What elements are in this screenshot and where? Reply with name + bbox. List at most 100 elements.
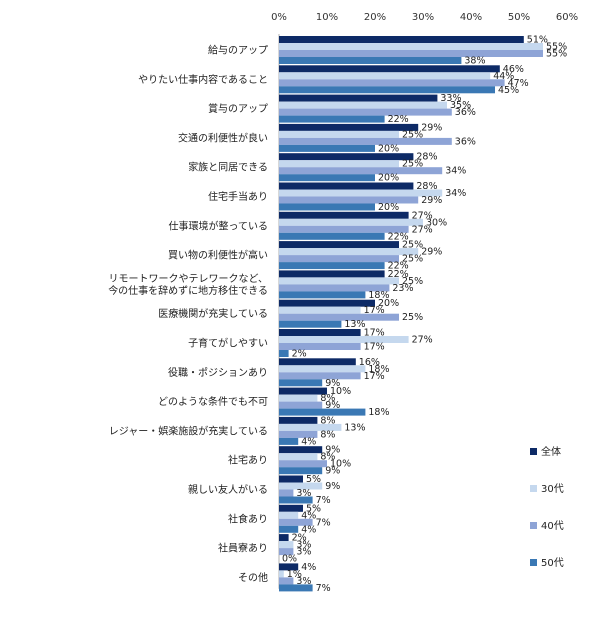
x-tick-label: 20% <box>364 12 386 23</box>
legend-swatch <box>530 485 537 492</box>
data-label: 29% <box>421 195 442 206</box>
data-label: 7% <box>316 495 331 506</box>
bar <box>279 446 323 454</box>
bar <box>279 489 294 497</box>
category-label: 社員寮あり <box>218 542 268 555</box>
data-label: 2% <box>292 533 307 544</box>
legend-swatch <box>530 522 537 529</box>
x-tick-label: 60% <box>556 12 578 23</box>
data-label: 3% <box>296 540 311 551</box>
bar <box>279 277 399 285</box>
bar <box>279 365 366 373</box>
bar <box>279 570 284 578</box>
data-label: 23% <box>392 283 413 294</box>
bar <box>279 541 294 549</box>
bar <box>279 115 385 123</box>
bar <box>279 137 452 145</box>
bar <box>279 467 323 475</box>
bar <box>279 372 361 380</box>
bar <box>279 72 491 80</box>
bar <box>279 232 385 240</box>
data-label: 5% <box>306 503 321 514</box>
data-label: 55% <box>546 42 567 53</box>
data-label: 17% <box>364 371 385 382</box>
category-label: 家族と同居できる <box>188 161 268 174</box>
bar <box>279 182 414 190</box>
bar <box>279 284 390 292</box>
data-label: 36% <box>455 107 476 118</box>
bar <box>279 86 495 94</box>
bar <box>279 518 313 526</box>
data-label: 13% <box>344 422 365 433</box>
data-label: 25% <box>402 254 423 265</box>
data-label: 35% <box>450 100 471 111</box>
data-label: 45% <box>498 85 519 96</box>
bar <box>279 320 342 328</box>
data-label: 3% <box>296 576 311 587</box>
bar <box>279 130 399 138</box>
category-label: 買い物の利便性が高い <box>168 249 268 262</box>
data-labels: 51%55%55%38%46%44%47%45%33%35%36%22%29%2… <box>282 35 567 594</box>
category-label: 今の仕事を辞めずに地方移住できる <box>108 284 268 297</box>
bar <box>279 525 299 533</box>
data-label: 0% <box>282 554 297 565</box>
bar <box>279 460 327 468</box>
data-label: 22% <box>388 231 409 242</box>
x-tick-label: 50% <box>508 12 530 23</box>
bar <box>279 108 452 116</box>
data-label: 7% <box>316 517 331 528</box>
data-label: 22% <box>388 269 409 280</box>
bar <box>279 534 289 542</box>
data-label: 9% <box>325 481 340 492</box>
data-label: 22% <box>388 261 409 272</box>
data-label: 47% <box>508 78 529 89</box>
data-label: 16% <box>359 357 380 368</box>
bar <box>279 482 323 490</box>
category-label: 交通の利便性が良い <box>178 131 268 144</box>
legend-swatch <box>530 559 537 566</box>
bar <box>279 43 543 50</box>
category-label: レジャー・娯楽施設が充実している <box>109 424 268 437</box>
bar <box>279 101 447 109</box>
bar <box>279 577 294 585</box>
bar <box>279 36 524 43</box>
bar <box>279 196 419 204</box>
category-label: 子育てがしやすい <box>188 337 268 350</box>
bar <box>279 203 375 211</box>
data-label: 9% <box>325 445 340 456</box>
data-label: 33% <box>440 93 461 104</box>
data-label: 34% <box>445 166 466 177</box>
bar <box>279 563 299 571</box>
bar <box>279 211 409 219</box>
data-label: 9% <box>325 400 340 411</box>
data-label: 4% <box>301 524 316 535</box>
bar <box>279 123 419 131</box>
category-label: 社宅あり <box>228 454 268 467</box>
bar <box>279 218 423 226</box>
data-label: 2% <box>292 349 307 360</box>
legend-label: 50代 <box>541 557 564 569</box>
x-axis-ticks: 0% 10% 20% 30% 40% 50% 60% <box>271 12 578 23</box>
bar <box>279 504 303 512</box>
bar <box>279 248 419 256</box>
data-label: 27% <box>412 210 433 221</box>
data-label: 25% <box>402 276 423 287</box>
bar <box>279 153 414 161</box>
bar <box>279 94 438 102</box>
data-label: 29% <box>421 122 442 133</box>
bar <box>279 408 366 416</box>
bar <box>279 291 366 299</box>
x-tick-label: 0% <box>271 12 287 23</box>
data-label: 9% <box>325 466 340 477</box>
data-label: 17% <box>364 342 385 353</box>
bar <box>279 306 361 314</box>
category-label: 役職・ポジションあり <box>168 366 268 379</box>
bar <box>279 65 500 73</box>
bar <box>279 423 342 431</box>
bar <box>279 167 443 175</box>
category-label: 住宅手当あり <box>208 190 268 203</box>
data-label: 3% <box>296 488 311 499</box>
bar <box>279 430 318 438</box>
data-label: 20% <box>378 143 399 154</box>
